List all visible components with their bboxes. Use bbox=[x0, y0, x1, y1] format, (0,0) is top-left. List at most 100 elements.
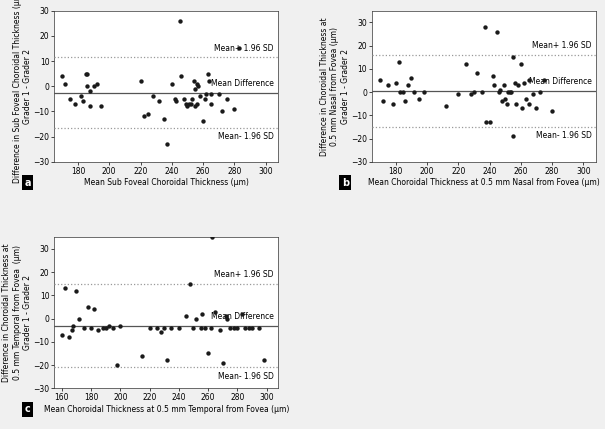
Point bbox=[222, 315, 232, 322]
Point bbox=[535, 89, 545, 96]
X-axis label: Mean Choroidal Thickness at 0.5 mm Nasal from Fovea (μm): Mean Choroidal Thickness at 0.5 mm Nasal… bbox=[368, 178, 600, 187]
Point bbox=[85, 88, 95, 95]
Text: Mean- 1.96 SD: Mean- 1.96 SD bbox=[535, 131, 592, 140]
Point bbox=[532, 105, 541, 112]
Point bbox=[524, 77, 534, 84]
Point bbox=[477, 89, 486, 96]
Point bbox=[499, 82, 508, 88]
Text: Mean- 1.96 SD: Mean- 1.96 SD bbox=[218, 372, 273, 381]
Point bbox=[221, 313, 231, 320]
Point bbox=[494, 89, 504, 96]
Point bbox=[506, 89, 516, 96]
Point bbox=[189, 78, 198, 85]
Point bbox=[113, 362, 122, 369]
Point bbox=[172, 98, 182, 105]
Point bbox=[500, 96, 510, 103]
Point bbox=[503, 89, 513, 96]
Point bbox=[181, 100, 191, 107]
Point bbox=[136, 78, 145, 85]
Point bbox=[85, 103, 95, 110]
Point bbox=[83, 303, 93, 310]
Point bbox=[108, 324, 118, 331]
Point bbox=[482, 119, 491, 126]
Point bbox=[524, 100, 534, 107]
Point bbox=[76, 93, 86, 100]
Point bbox=[65, 95, 75, 102]
Point bbox=[103, 322, 113, 329]
Point bbox=[229, 106, 239, 112]
X-axis label: Mean Sub Foveal Choroidal Thickness (μm): Mean Sub Foveal Choroidal Thickness (μm) bbox=[84, 178, 249, 187]
Point bbox=[57, 73, 67, 80]
Point bbox=[513, 82, 523, 88]
Point bbox=[214, 91, 224, 97]
Point bbox=[492, 28, 502, 35]
Point bbox=[217, 108, 227, 115]
Point bbox=[64, 334, 74, 341]
Point bbox=[201, 91, 211, 97]
Point bbox=[71, 287, 81, 294]
Point bbox=[203, 70, 212, 77]
Point bbox=[508, 133, 518, 139]
Point bbox=[94, 327, 103, 334]
Text: Mean+ 1.96 SD: Mean+ 1.96 SD bbox=[214, 44, 273, 53]
Point bbox=[375, 77, 385, 84]
Point bbox=[159, 115, 169, 122]
Point bbox=[176, 73, 186, 80]
Y-axis label: Difference in Choroidal Thickness at
0.5 mm Temporal from Fovea  (μm)
Grader 1 -: Difference in Choroidal Thickness at 0.5… bbox=[2, 243, 32, 382]
Point bbox=[67, 327, 77, 334]
Point bbox=[82, 70, 92, 77]
Point bbox=[206, 324, 216, 331]
Point bbox=[170, 95, 180, 102]
Point bbox=[399, 89, 408, 96]
Point bbox=[79, 324, 88, 331]
Point bbox=[244, 324, 253, 331]
Point bbox=[466, 91, 476, 98]
Point bbox=[508, 54, 518, 60]
Point bbox=[74, 315, 84, 322]
Point bbox=[200, 95, 209, 102]
Point bbox=[215, 327, 224, 334]
Text: Mean+ 1.96 SD: Mean+ 1.96 SD bbox=[214, 270, 273, 279]
Point bbox=[388, 100, 397, 107]
Point bbox=[180, 95, 189, 102]
Point bbox=[191, 103, 200, 110]
Point bbox=[191, 315, 201, 322]
Point bbox=[183, 103, 192, 110]
Point bbox=[254, 324, 264, 331]
Point bbox=[516, 61, 526, 68]
Point bbox=[511, 100, 521, 107]
Point bbox=[441, 103, 451, 109]
Point bbox=[195, 93, 205, 100]
Point bbox=[139, 113, 148, 120]
Text: Mean Difference: Mean Difference bbox=[211, 312, 273, 321]
Point bbox=[152, 324, 162, 331]
Text: b: b bbox=[342, 178, 349, 188]
Point bbox=[154, 98, 164, 105]
Point bbox=[396, 89, 405, 96]
Point bbox=[159, 324, 169, 331]
Point bbox=[407, 75, 416, 82]
Point bbox=[82, 83, 92, 90]
Point bbox=[137, 352, 147, 359]
Point bbox=[472, 70, 482, 77]
Point bbox=[194, 83, 203, 90]
Point bbox=[394, 58, 404, 65]
Point bbox=[383, 82, 393, 88]
Point bbox=[186, 100, 195, 107]
Point bbox=[78, 98, 88, 105]
Point bbox=[116, 322, 125, 329]
Point bbox=[60, 80, 70, 87]
Point bbox=[510, 79, 520, 86]
Point bbox=[166, 324, 176, 331]
Point bbox=[237, 311, 246, 317]
Text: Mean Difference: Mean Difference bbox=[211, 79, 273, 88]
Y-axis label: Difference in Choroidal Thickness at
0.5 mm Nasal from Fovea (μm)
Grader 1 - Gra: Difference in Choroidal Thickness at 0.5… bbox=[320, 17, 350, 156]
Point bbox=[517, 105, 527, 112]
Point bbox=[89, 83, 99, 90]
Point bbox=[98, 324, 108, 331]
Point bbox=[461, 61, 471, 68]
Point bbox=[404, 82, 413, 88]
Point bbox=[204, 78, 214, 85]
Point bbox=[400, 98, 410, 105]
Point bbox=[218, 359, 227, 366]
